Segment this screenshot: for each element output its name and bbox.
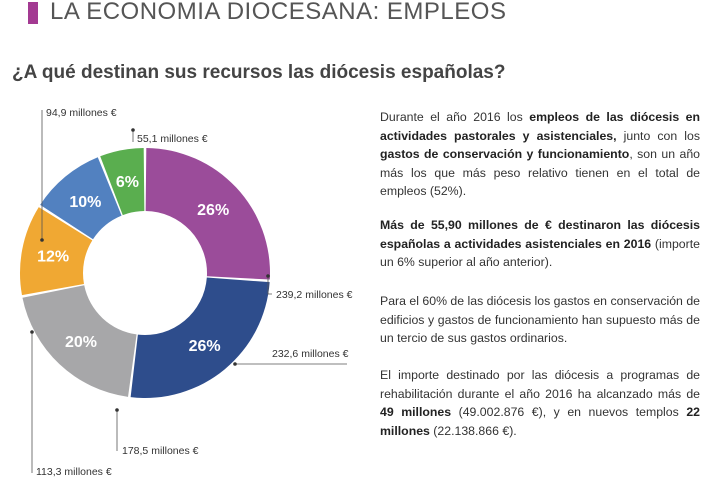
paragraph-2: Más de 55,90 millones de € destinaron la… xyxy=(380,216,700,272)
donut-slice xyxy=(40,157,122,240)
bold-text: Más de 55,90 millones de € destinaron la… xyxy=(380,218,700,251)
text-run: Durante el año 2016 los xyxy=(380,110,530,124)
donut-slice xyxy=(100,148,145,216)
text-run: (22.138.866 €). xyxy=(429,423,517,438)
leader-dot xyxy=(115,408,119,412)
donut-chart: 26% 26% 20% 12% 10% 6% 239,2 millones € 232,6 … xyxy=(20,107,353,478)
paragraph-3: Para el 60% de las diócesis los gastos e… xyxy=(380,292,700,348)
slice-percent-label: 12% xyxy=(37,248,69,265)
text-run: El importe destinado por las diócesis a … xyxy=(380,368,700,401)
bold-text: 22 millones xyxy=(380,405,700,438)
amount-label: 178,5 millones € xyxy=(122,445,199,457)
amount-label: 232,6 millones € xyxy=(272,348,349,360)
leader-dot xyxy=(266,274,270,278)
bold-text: gastos de conservación y funcionamiento xyxy=(380,147,630,162)
leader-lines xyxy=(30,110,347,473)
text-run: , son un año más los que más peso relati… xyxy=(380,147,700,199)
slice-percent-label: 26% xyxy=(197,202,229,219)
amount-labels: 239,2 millones € 232,6 millones € 178,5 mi… xyxy=(36,107,353,478)
donut-slice xyxy=(22,285,137,397)
donut-slices xyxy=(20,148,270,398)
leader-dot xyxy=(30,330,34,334)
text-run: Para el 60% de las diócesis los gastos e… xyxy=(380,294,700,346)
paragraph-1: Durante el año 2016 los empleos de las d… xyxy=(380,108,700,201)
slice-percent-label: 6% xyxy=(116,174,139,191)
donut-slice xyxy=(145,148,270,280)
slice-labels: 26% 26% 20% 12% 10% 6% xyxy=(37,174,229,355)
amount-label: 94,9 millones € xyxy=(46,107,117,119)
text-run: junto con los xyxy=(616,128,700,143)
slice-percent-label: 26% xyxy=(189,338,221,355)
slice-percent-label: 10% xyxy=(69,194,101,211)
text-run: (importe un 6% superior al año anterior)… xyxy=(380,236,700,270)
text-run: (49.002.876 €), y en nuevos templos xyxy=(451,405,687,420)
leader-line xyxy=(267,276,272,295)
leader-dot xyxy=(131,128,135,132)
bold-text: 49 millones xyxy=(380,405,452,420)
leader-dot xyxy=(40,238,44,242)
chart-subtitle: ¿A qué destinan sus recursos las diócesi… xyxy=(12,62,506,83)
amount-label: 113,3 millones € xyxy=(36,466,112,478)
slice-percent-label: 20% xyxy=(65,334,97,351)
amount-label: 239,2 millones € xyxy=(276,289,353,301)
donut-slice xyxy=(130,277,270,398)
bold-text: empleos de las diócesis en actividades p… xyxy=(380,110,700,143)
page-title: LA ECONOMIA DIOCESANA: EMPLEOS xyxy=(50,0,507,25)
donut-slice xyxy=(20,207,93,296)
header-accent-bar xyxy=(28,2,38,24)
amount-label: 55,1 millones € xyxy=(137,133,208,145)
paragraph-4: El importe destinado por las diócesis a … xyxy=(380,366,700,440)
leader-dot xyxy=(233,362,237,366)
